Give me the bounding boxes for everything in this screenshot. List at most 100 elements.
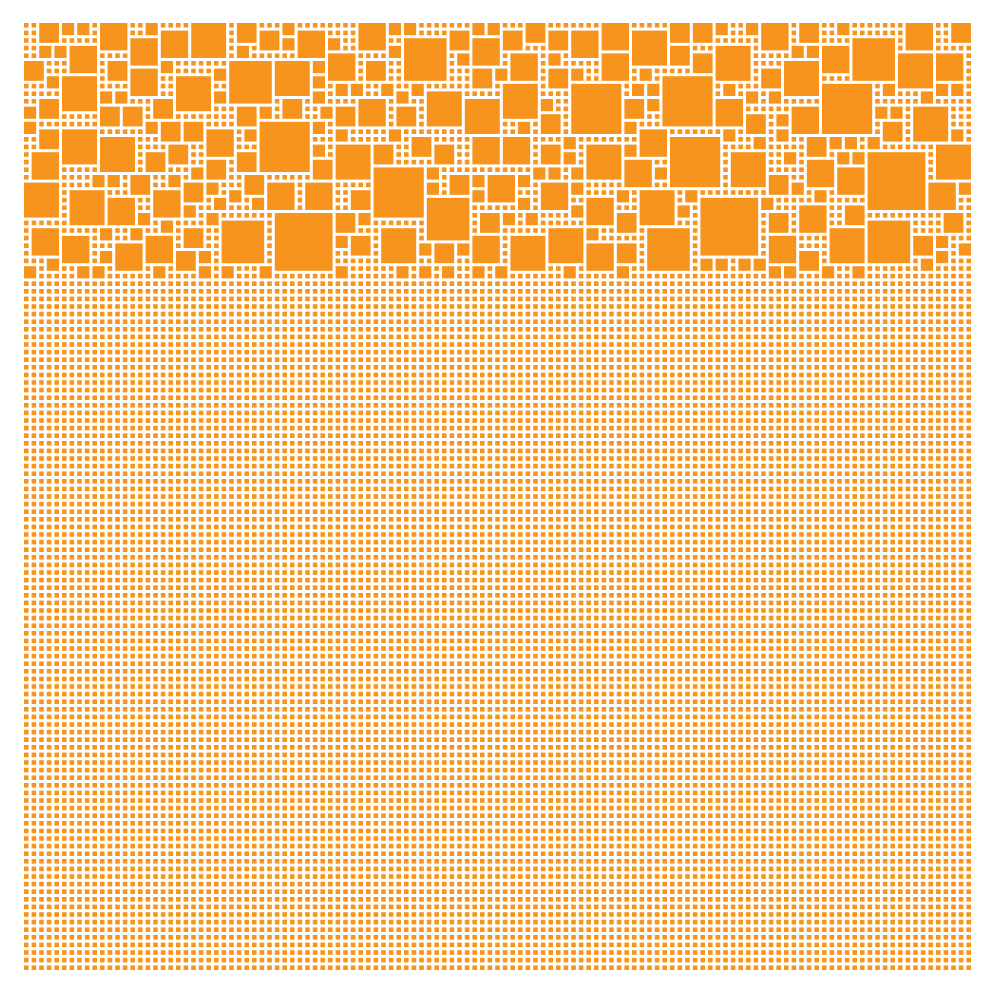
large-square <box>31 152 59 180</box>
small-square <box>138 144 143 150</box>
small-square <box>647 479 652 484</box>
small-square <box>654 121 660 127</box>
small-square <box>730 296 736 302</box>
small-square <box>882 23 888 28</box>
small-square <box>518 228 523 233</box>
small-square <box>502 334 508 340</box>
small-square <box>784 410 789 416</box>
small-square <box>692 463 698 469</box>
small-square <box>449 334 455 340</box>
small-square <box>837 486 842 492</box>
small-square <box>563 319 569 324</box>
small-square <box>69 311 75 317</box>
small-square <box>898 311 903 317</box>
small-square <box>350 30 356 36</box>
small-square <box>723 494 728 499</box>
small-square <box>160 365 166 370</box>
large-square <box>548 167 561 180</box>
small-square <box>404 448 409 454</box>
small-square <box>905 144 911 150</box>
small-square <box>343 311 348 317</box>
small-square <box>943 448 949 454</box>
small-square <box>723 319 728 324</box>
small-square <box>138 387 143 393</box>
small-square <box>153 395 158 400</box>
large-square <box>206 213 219 226</box>
small-square <box>198 220 204 226</box>
small-square <box>882 349 888 355</box>
small-square <box>350 129 356 134</box>
small-square <box>913 418 918 423</box>
small-square <box>510 418 515 423</box>
small-square <box>556 334 561 340</box>
small-square <box>411 304 417 309</box>
small-square <box>39 365 44 370</box>
small-square <box>350 456 356 461</box>
small-square <box>168 441 173 446</box>
small-square <box>715 319 721 324</box>
large-square <box>905 23 933 51</box>
large-square <box>829 228 865 264</box>
small-square <box>753 83 759 89</box>
small-square <box>654 114 660 119</box>
small-square <box>502 380 508 385</box>
small-square <box>882 304 888 309</box>
small-square <box>525 418 531 423</box>
small-square <box>62 175 67 180</box>
small-square <box>24 479 29 484</box>
small-square <box>381 266 386 271</box>
small-square <box>966 114 971 119</box>
small-square <box>738 129 743 134</box>
small-square <box>898 45 903 51</box>
small-square <box>229 106 234 112</box>
small-square <box>578 334 584 340</box>
small-square <box>297 479 303 484</box>
small-square <box>373 357 379 362</box>
small-square <box>77 456 82 461</box>
small-square <box>297 501 303 507</box>
small-square <box>168 23 173 28</box>
small-square <box>366 501 371 507</box>
small-square <box>464 486 470 492</box>
small-square <box>958 395 964 400</box>
small-square <box>890 410 895 416</box>
small-square <box>396 433 401 438</box>
small-square <box>366 182 371 188</box>
small-square <box>791 281 797 286</box>
small-square <box>647 425 652 431</box>
small-square <box>176 456 181 461</box>
small-square <box>350 357 356 362</box>
small-square <box>495 463 500 469</box>
small-square <box>312 387 318 393</box>
small-square <box>297 486 303 492</box>
small-square <box>928 425 933 431</box>
small-square <box>221 365 227 370</box>
small-square <box>768 311 774 317</box>
small-square <box>700 45 705 51</box>
small-square <box>350 448 356 454</box>
small-square <box>69 463 75 469</box>
small-square <box>69 334 75 340</box>
small-square <box>69 304 75 309</box>
small-square <box>875 121 880 127</box>
small-square <box>822 289 827 294</box>
small-square <box>844 403 850 408</box>
small-square <box>692 327 698 332</box>
small-square <box>806 471 812 476</box>
small-square <box>624 83 629 89</box>
small-square <box>913 380 918 385</box>
small-square <box>654 418 660 423</box>
small-square <box>312 395 318 400</box>
small-square <box>860 448 865 454</box>
small-square <box>844 365 850 370</box>
small-square <box>130 273 135 279</box>
small-square <box>776 327 781 332</box>
small-square <box>252 281 257 286</box>
small-square <box>46 463 52 469</box>
small-square <box>540 327 546 332</box>
large-square <box>100 228 113 241</box>
small-square <box>183 365 189 370</box>
small-square <box>62 479 67 484</box>
small-square <box>267 387 272 393</box>
small-square <box>730 311 736 317</box>
